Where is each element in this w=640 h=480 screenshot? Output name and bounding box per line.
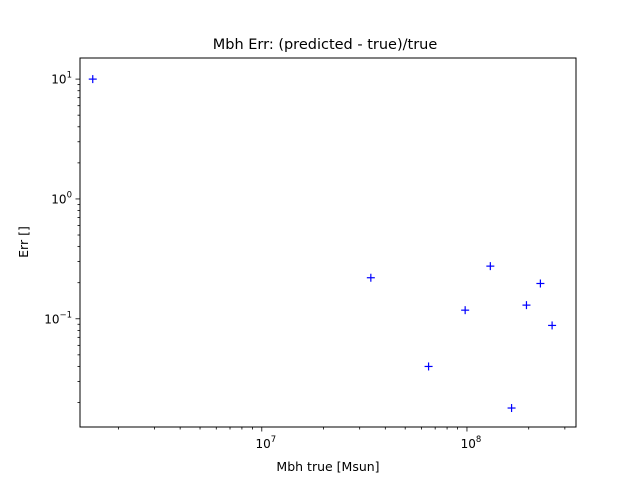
data-point	[366, 273, 375, 282]
y-axis-minor-ticks	[77, 84, 80, 403]
x-tick-label: 107	[255, 435, 276, 451]
data-point	[424, 362, 433, 371]
data-point	[461, 306, 470, 315]
y-tick-label: 101	[51, 71, 72, 87]
x-axis: 107 108	[255, 427, 481, 451]
y-axis-label: Err []	[16, 226, 31, 258]
data-series	[88, 75, 557, 413]
y-tick-label: 10−1	[44, 310, 72, 326]
data-point	[507, 404, 516, 413]
chart-title: Mbh Err: (predicted - true)/true	[213, 37, 438, 53]
x-axis-label: Mbh true [Msun]	[276, 459, 379, 474]
data-point	[548, 321, 557, 330]
y-axis: 10−1 100 101	[44, 71, 80, 326]
x-tick-label: 108	[461, 435, 482, 451]
data-point	[486, 262, 495, 271]
x-axis-minor-ticks	[117, 427, 566, 430]
data-point	[522, 301, 531, 310]
data-point	[88, 75, 97, 84]
data-point	[536, 279, 545, 288]
y-tick-label: 100	[51, 190, 72, 206]
plot-area	[79, 57, 577, 428]
